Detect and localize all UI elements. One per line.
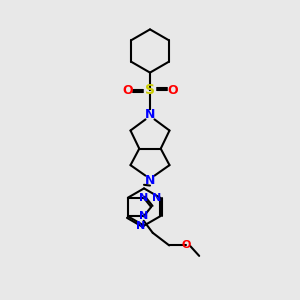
- Text: O: O: [122, 83, 133, 97]
- Text: N: N: [145, 174, 155, 187]
- Text: O: O: [167, 83, 178, 97]
- Text: N: N: [139, 211, 148, 221]
- Text: S: S: [145, 83, 155, 97]
- Text: N: N: [152, 193, 162, 203]
- Text: N: N: [136, 220, 146, 231]
- Text: N: N: [139, 193, 148, 203]
- Text: N: N: [145, 107, 155, 121]
- Text: O: O: [181, 240, 190, 250]
